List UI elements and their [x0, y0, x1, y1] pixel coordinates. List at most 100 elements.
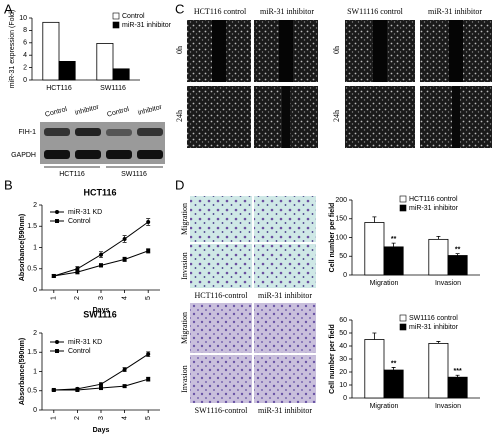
x-tick-label: 4 [121, 296, 128, 300]
wound-gap [452, 86, 460, 148]
bar [447, 255, 468, 276]
significance: ** [455, 246, 461, 253]
micrograph [190, 244, 252, 288]
wound-gap [373, 20, 387, 82]
y-tick-label: 60 [339, 317, 347, 324]
x-tick-label: 1 [51, 416, 58, 420]
x-axis-label: Days [93, 307, 110, 314]
y-tick-label: 6 [23, 40, 27, 47]
western-blot: Control inhibitor Control inhibitor FIH-… [11, 104, 165, 178]
y-tick-label: 2 [23, 64, 27, 71]
x-tick-label: 2 [74, 296, 81, 300]
point [99, 382, 103, 387]
band [106, 150, 132, 159]
y-axis-label: Absorbance(590nm) [19, 338, 26, 405]
protein-label: FIH-1 [19, 129, 37, 136]
y-tick-label: 4 [23, 52, 27, 59]
legend-swatch [112, 12, 120, 20]
lane-label: inhibitor [137, 104, 163, 117]
bar [428, 238, 449, 276]
panel-label: C [175, 1, 184, 16]
wound-gap [279, 20, 293, 82]
y-tick-label: 10 [339, 382, 347, 389]
point [99, 386, 103, 391]
lane-label: Control [106, 106, 130, 119]
y-tick-label: 8 [23, 27, 27, 34]
x-tick-label: 5 [145, 416, 152, 420]
panel-label: B [4, 177, 13, 192]
legend-marker [55, 219, 59, 223]
wound-gap [449, 20, 463, 82]
point [146, 377, 151, 382]
error-bar [372, 216, 377, 223]
point [122, 384, 127, 389]
y-tick-label: 1 [33, 244, 37, 251]
series-line [53, 221, 149, 277]
error-bar [455, 374, 460, 378]
legend-label: miR-31 KD [68, 339, 102, 346]
micrograph [345, 86, 415, 148]
protein-label: GAPDH [11, 152, 36, 159]
row-label: Migration [180, 312, 189, 344]
y-tick-label: 20 [339, 369, 347, 376]
y-axis-label: Cell number per field [329, 203, 336, 273]
legend-label: miR-31 inhibitor [122, 22, 172, 29]
caption: miR-31 inhibitor [258, 406, 312, 415]
point [146, 220, 151, 224]
legend-label: Control [122, 13, 145, 20]
x-tick-label: Migration [370, 403, 399, 410]
significance: ** [391, 360, 397, 367]
micrograph [190, 196, 252, 242]
y-tick-label: 2 [33, 202, 37, 209]
legend-swatch [399, 314, 407, 322]
y-tick-label: 150 [335, 216, 347, 223]
significance: ** [391, 236, 397, 243]
row-label: 0h [332, 46, 341, 54]
row-label: 0h [175, 46, 184, 54]
y-tick-label: 1.5 [27, 223, 37, 230]
transwell: Migration Invasion HCT116-control miR-31… [180, 196, 316, 415]
micrograph [254, 303, 316, 353]
legend-label: miR-31 KD [68, 209, 102, 216]
band [137, 128, 163, 136]
legend-label: Control [68, 218, 91, 225]
point [122, 237, 127, 241]
point [99, 252, 103, 257]
error-bar [391, 242, 396, 247]
significance: *** [454, 368, 462, 375]
caption: miR-31 inhibitor [258, 291, 312, 300]
legend-marker [55, 340, 59, 344]
row-label: Invasion [180, 365, 189, 393]
point [51, 273, 56, 278]
bar [58, 61, 76, 81]
point [122, 257, 127, 262]
y-tick-label: 0 [23, 77, 27, 84]
bar [112, 68, 130, 81]
lane-label: Control [44, 106, 68, 119]
cell-label: HCT116 [59, 171, 85, 178]
y-tick-label: 30 [339, 356, 347, 363]
legend-swatch [112, 21, 120, 29]
y-axis-label: Absorbance(590nm) [19, 214, 26, 281]
x-tick-label: 3 [98, 296, 105, 300]
legend-swatch [399, 323, 407, 331]
y-tick-label: 200 [335, 197, 347, 204]
bar [42, 21, 60, 81]
legend-label: HCT116 control [409, 196, 458, 203]
column-label: miR-31 inhibitor [428, 7, 482, 16]
y-tick-label: 0 [343, 272, 347, 279]
bar [364, 339, 385, 399]
y-tick-label: 2 [33, 330, 37, 337]
band [137, 150, 163, 159]
point [146, 352, 151, 357]
point [122, 367, 127, 372]
error-bar [391, 367, 396, 371]
bar [383, 369, 404, 399]
legend-label: miR-31 inhibitor [409, 324, 459, 331]
x-tick-label: Invasion [435, 403, 461, 410]
x-tick-label: Invasion [435, 280, 461, 287]
micrograph [254, 355, 316, 403]
y-axis-label: Cell number per field [329, 324, 336, 394]
x-tick-label: 4 [121, 416, 128, 420]
